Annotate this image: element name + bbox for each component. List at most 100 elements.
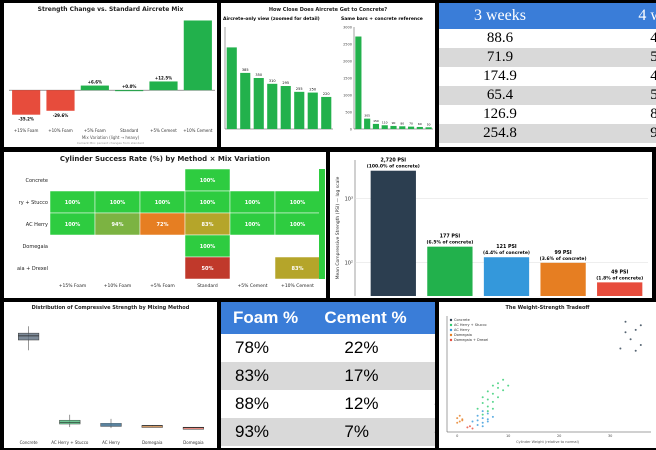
value-label: +0.0%	[122, 84, 136, 89]
table-cell: 96.	[650, 125, 656, 141]
table-cell: 93%	[235, 422, 270, 441]
cell-label: 100%	[200, 200, 215, 206]
table-cell: 71.9	[486, 49, 514, 65]
bar	[115, 90, 144, 92]
table-row: 83% 17% S	[221, 362, 435, 390]
table-cell: 22%	[344, 338, 379, 357]
table-row: 71.9 57.	[439, 48, 656, 67]
bar	[364, 118, 371, 129]
scatter-point	[497, 396, 499, 399]
value-label: -29.6%	[53, 113, 69, 118]
bar	[280, 86, 291, 129]
bar	[540, 262, 586, 296]
table-cell: 56.	[650, 87, 656, 103]
value-label: 150	[373, 119, 379, 123]
y-tick-label: 500	[345, 111, 352, 115]
x-tick-label: 10	[506, 434, 510, 438]
scatter-point	[486, 390, 489, 393]
bar	[267, 83, 278, 129]
value-label: 385	[242, 68, 249, 72]
table-cell: 78%	[235, 338, 270, 357]
bar	[253, 78, 264, 129]
tick-label: Concrete	[20, 440, 39, 445]
tick-label: +5% Foam	[84, 128, 106, 133]
legend-marker	[449, 318, 453, 322]
panel1-title: Strength Change vs. Standard Aircrete Mi…	[37, 6, 184, 13]
scatter-point	[476, 419, 479, 422]
value-label: (3.6% of concrete)	[540, 256, 587, 262]
col-label: Standard	[197, 283, 218, 289]
distribution-boxplot: Concrete AC Herry + Stucco AC Herry Domegai…	[18, 326, 204, 445]
row-label: Domegaia	[22, 244, 48, 250]
scatter-point	[497, 382, 499, 385]
bar	[370, 170, 416, 296]
tick-label: Domegaia	[142, 440, 163, 445]
cell-label: 72%	[157, 222, 169, 228]
value-label: 50	[427, 122, 431, 126]
value-label: +12.5%	[155, 75, 172, 80]
value-label: (100.0% of concrete)	[367, 164, 420, 170]
table-row: 78% 22% B	[221, 334, 435, 362]
tick-label: AC Herry + Stucco	[51, 440, 89, 445]
x-tick-label: 30	[608, 434, 612, 438]
colorbar	[319, 169, 325, 279]
scatter-point	[486, 420, 489, 423]
panel4-title: Cylinder Success Rate (%) by Method × Mi…	[59, 155, 271, 163]
distribution-panel: Distribution of Compressive Strength by …	[4, 302, 217, 448]
mean-strength-chart: 10³ 10² Mean Compressive Strength (PSI) — …	[335, 158, 648, 296]
bar	[149, 81, 178, 91]
cell-label: 83%	[292, 266, 304, 272]
panel6-title: Distribution of Compressive Strength by …	[31, 305, 190, 311]
cell-label: 94%	[112, 222, 124, 228]
x-tick-label: 20	[557, 434, 561, 438]
heatmap-cell	[184, 256, 231, 280]
bar	[12, 90, 41, 115]
legend-label: Concrete	[454, 318, 470, 322]
scatter-point	[624, 331, 627, 334]
scatter-point	[639, 344, 642, 346]
table-cell: 82.	[650, 106, 656, 122]
table-cell: -3	[428, 418, 435, 446]
table-row: 126.9 82.	[439, 105, 656, 124]
extra-col-header	[428, 302, 435, 334]
row-label: AC Herry	[26, 222, 48, 228]
panel2-title: How Close Does Aircrete Get to Concrete?	[268, 7, 388, 13]
bar	[294, 91, 305, 129]
legend-marker	[449, 333, 453, 337]
scatter-point	[481, 402, 484, 404]
cell-label: 100%	[65, 200, 80, 206]
scatter-point	[486, 398, 489, 401]
legend-label: AC Herry	[454, 328, 470, 332]
tick-label: +15% Foam	[14, 128, 39, 133]
value-label: (6.5% of concrete)	[426, 240, 473, 246]
scatter-point	[461, 418, 464, 421]
legend-label: AC Herry + Stucco	[454, 323, 487, 327]
row-label: aia + Drexel	[17, 266, 48, 272]
col-label: +10% Foam	[104, 283, 132, 289]
table-cell: B	[428, 334, 435, 362]
scatter-point	[491, 400, 494, 403]
value-label: 99 PSI	[555, 250, 572, 256]
scatter-point	[619, 347, 622, 350]
scatter-point	[458, 414, 461, 417]
table-cell: 83%	[235, 366, 270, 385]
table-cell: 254.8	[483, 125, 517, 141]
value-label: -35.2%	[18, 117, 34, 122]
panel2-left-subtitle: Aircrete-only view (zoomed for detail)	[223, 17, 320, 22]
table-row: 65.4 56.	[439, 86, 656, 105]
y-tick-label: 0	[350, 128, 352, 132]
cell-label: 100%	[200, 244, 215, 250]
scatter-point	[634, 349, 637, 352]
weeks-col-header: 3 weeks	[474, 7, 526, 24]
concrete-comparison-panel: How Close Does Aircrete Get to Concrete?…	[221, 3, 435, 147]
bar	[597, 282, 643, 296]
table-row: 88% 12% -2	[221, 390, 435, 418]
cell-label: 100%	[290, 200, 305, 206]
table-cell: 17%	[344, 366, 379, 385]
table-cell: 88.6	[486, 30, 514, 46]
scatter-point	[476, 424, 479, 427]
table-row: 88.6 46.	[439, 29, 656, 48]
scatter-point	[624, 320, 627, 323]
cell-label: 100%	[155, 200, 170, 206]
